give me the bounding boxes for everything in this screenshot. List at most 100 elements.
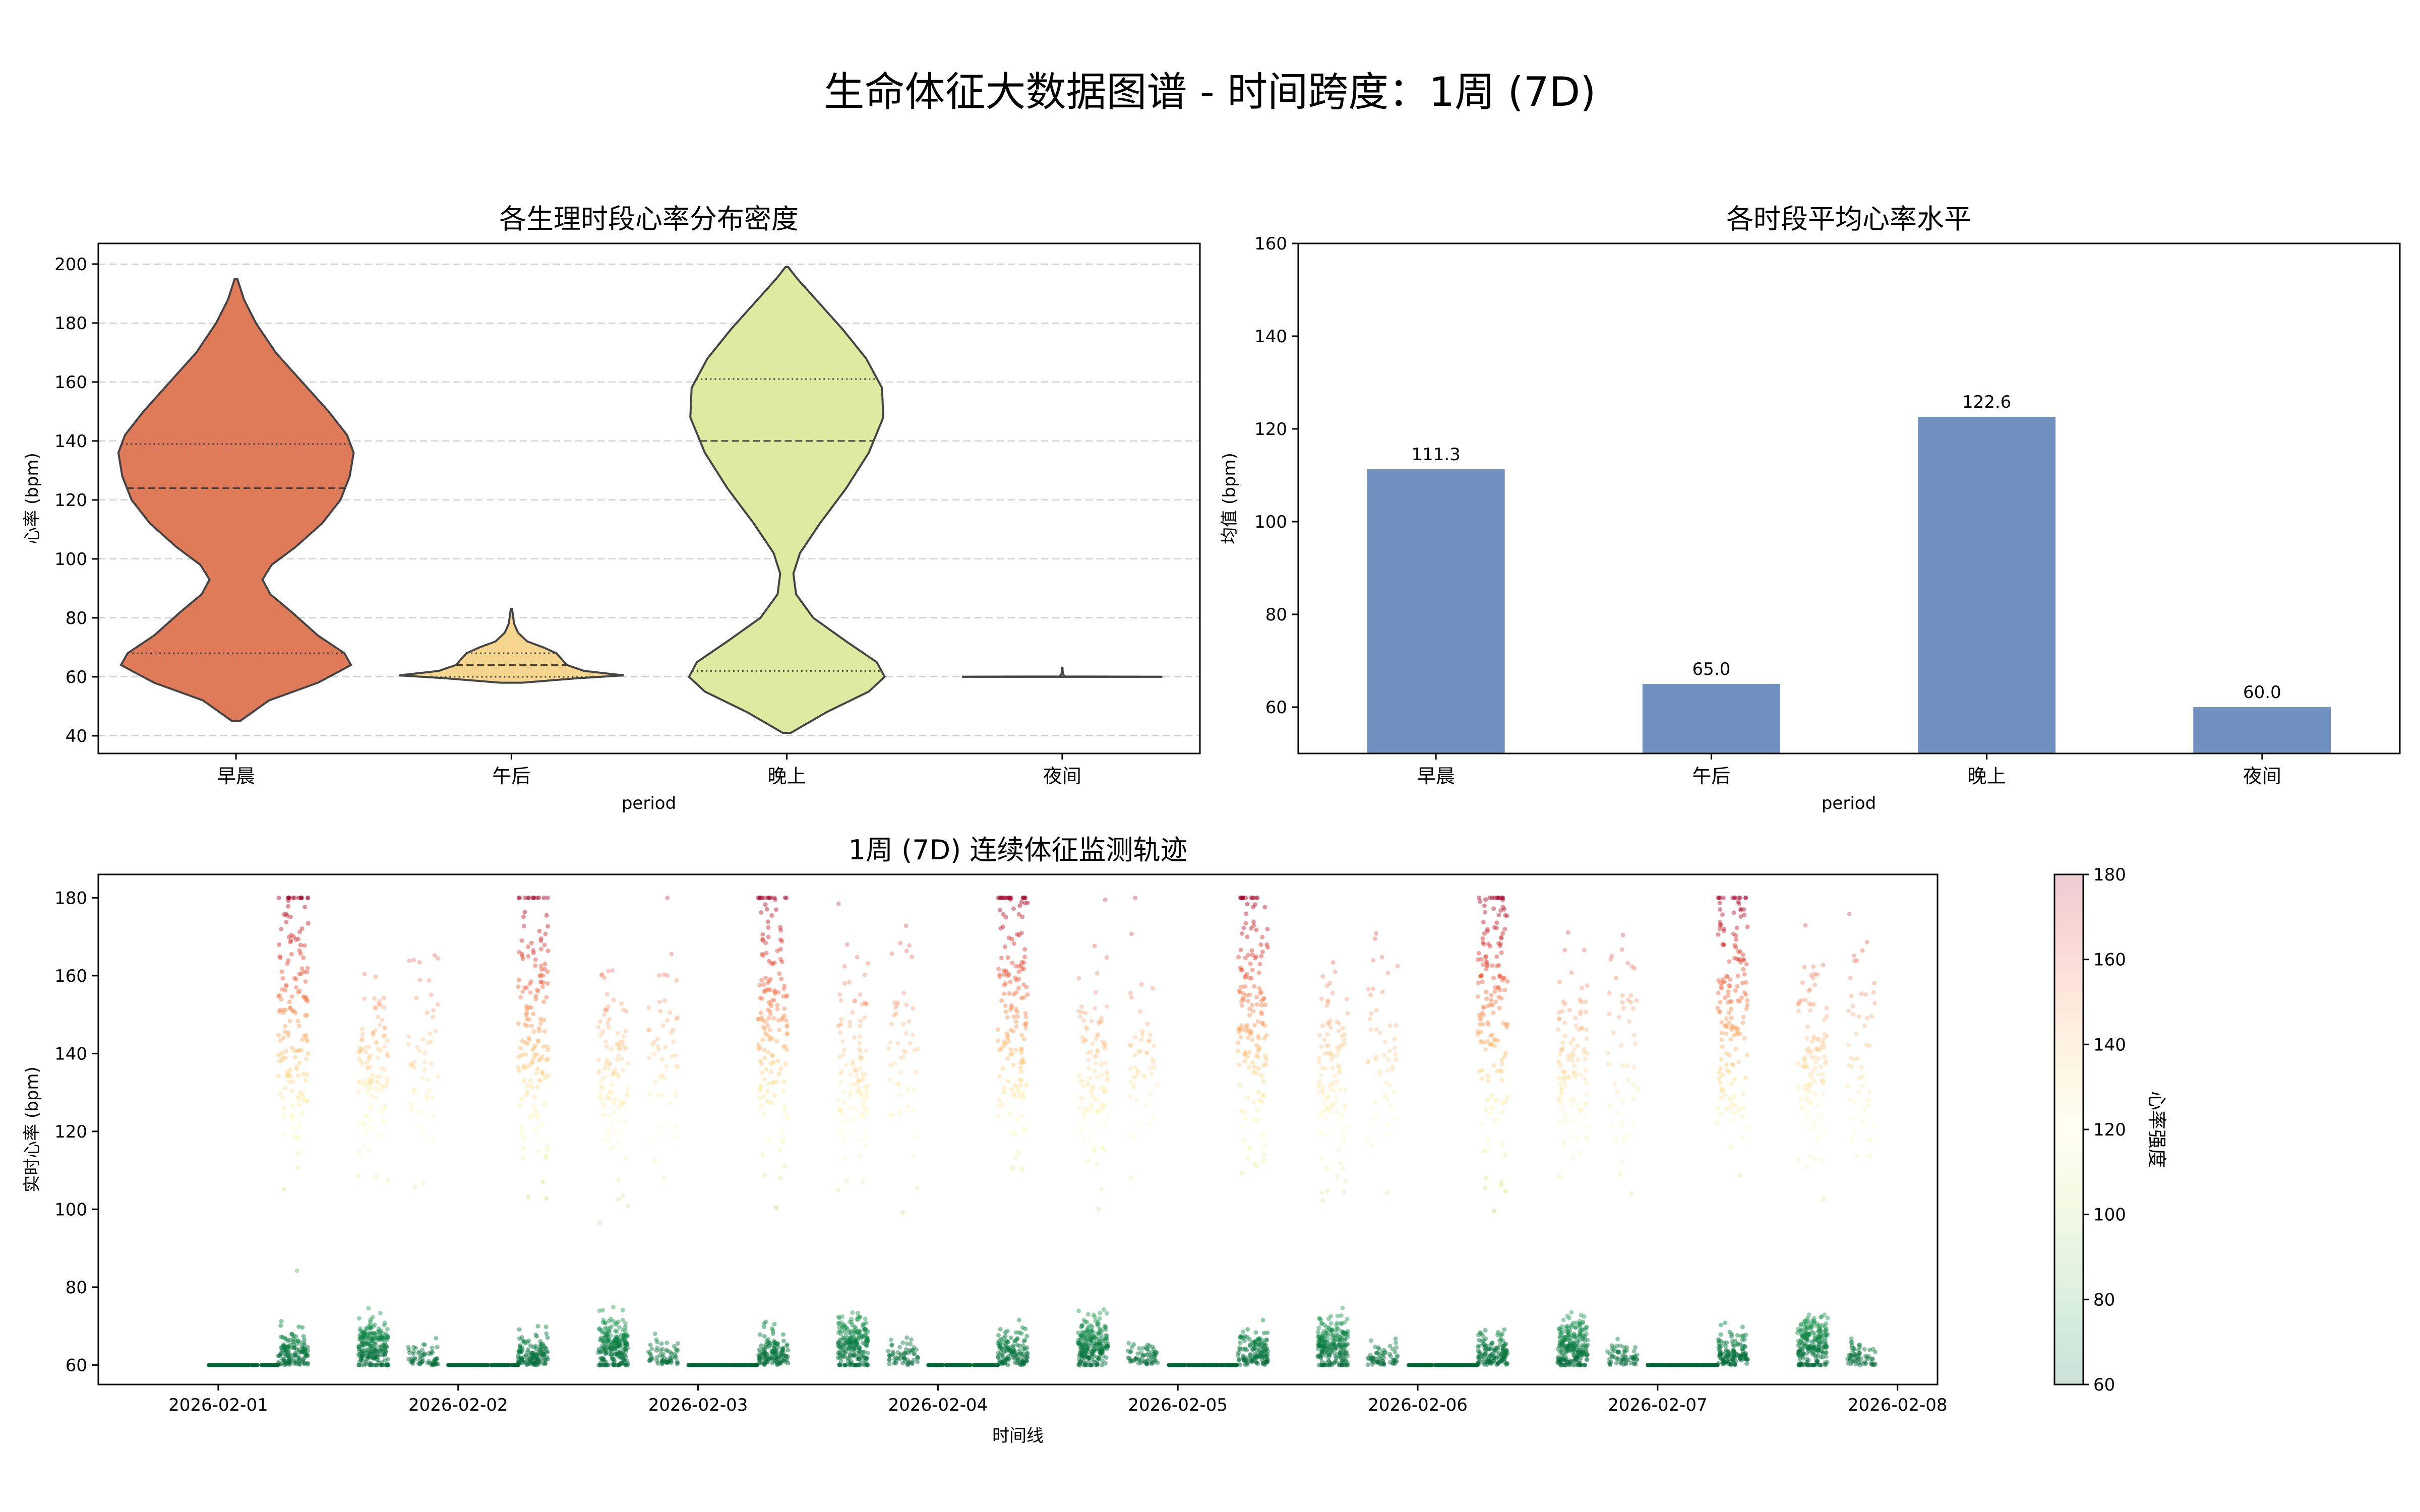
scatter-point <box>780 1332 785 1337</box>
scatter-point <box>1100 1145 1105 1150</box>
scatter-point <box>1003 1003 1008 1008</box>
scatter-point <box>1583 1101 1588 1106</box>
scatter-point <box>622 1119 627 1124</box>
scatter-point <box>659 1341 664 1346</box>
scatter-point <box>382 1103 387 1108</box>
scatter-point <box>1017 1343 1022 1348</box>
scatter-point <box>616 1342 621 1347</box>
scatter-point <box>1247 1344 1252 1348</box>
scatter-point <box>357 1348 362 1353</box>
scatter-point <box>1499 936 1504 941</box>
scatter-point <box>1000 1066 1005 1071</box>
scatter-point <box>532 1052 537 1057</box>
scatter-point <box>1076 1308 1081 1313</box>
scatter-point <box>298 895 303 900</box>
scatter-point <box>603 1360 609 1365</box>
scatter-point <box>379 1109 384 1114</box>
scatter-point <box>1263 1053 1268 1058</box>
scatter-point <box>357 1046 362 1051</box>
scatter-point <box>889 1022 894 1027</box>
scatter-point <box>903 923 909 928</box>
scatter-point <box>1018 1065 1023 1070</box>
scatter-point <box>419 1360 425 1365</box>
scatter-point <box>1335 1174 1340 1179</box>
scatter-point <box>1249 926 1254 931</box>
scatter-point <box>1493 1098 1498 1103</box>
scatter-point <box>1096 1207 1101 1212</box>
scatter-point <box>520 1127 525 1132</box>
scatter-point <box>420 1181 426 1186</box>
scatter-point <box>369 1344 374 1349</box>
scatter-point <box>376 1337 381 1342</box>
scatter-point <box>1491 1011 1496 1016</box>
scatter-point <box>1094 990 1099 995</box>
scatter-point <box>776 1071 781 1076</box>
scatter-point <box>847 1319 852 1325</box>
scatter-point <box>1556 1016 1561 1021</box>
scatter-point <box>1143 1074 1148 1079</box>
scatter-point <box>1244 1357 1249 1362</box>
scatter-point <box>1505 1095 1510 1100</box>
scatter-point <box>519 1350 524 1355</box>
scatter-point <box>526 954 531 959</box>
scatter-point <box>299 926 305 931</box>
scatter-point <box>1079 1129 1084 1134</box>
scatter-point <box>606 1004 611 1009</box>
scatter-point <box>541 980 546 985</box>
scatter-point <box>545 895 550 900</box>
scatter-point <box>865 1362 870 1367</box>
scatter-point <box>625 1093 630 1098</box>
scatter-point <box>1002 1086 1007 1091</box>
scatter-point <box>380 1343 385 1348</box>
scatter-point <box>1237 1062 1242 1067</box>
scatter-point <box>368 1064 373 1069</box>
scatter-point <box>625 1346 630 1350</box>
scatter-point <box>1002 991 1006 996</box>
scatter-point <box>784 1343 789 1348</box>
scatter-point <box>613 1351 618 1356</box>
bar-y-tick-label: 140 <box>1254 327 1287 347</box>
scatter-point <box>648 1356 653 1361</box>
scatter-point <box>1490 1105 1495 1110</box>
scatter-point <box>289 932 294 937</box>
scatter-point <box>1567 1329 1572 1334</box>
scatter-point <box>385 1362 390 1367</box>
scatter-point <box>1259 1010 1264 1015</box>
scatter-point <box>1095 1032 1100 1037</box>
scatter-point <box>1562 1034 1567 1039</box>
scatter-point <box>1254 954 1259 959</box>
scatter-point <box>1584 1091 1589 1096</box>
scatter-point <box>601 1317 606 1322</box>
scatter-point <box>1085 1158 1091 1163</box>
scatter-point <box>371 1030 376 1035</box>
scatter-point <box>615 1031 620 1036</box>
scatter-point <box>1485 1003 1490 1009</box>
scatter-point <box>292 1055 297 1060</box>
scatter-point <box>599 1078 604 1083</box>
scatter-point <box>1181 1363 1185 1367</box>
scatter-point <box>291 1009 296 1014</box>
scatter-point <box>618 1129 623 1134</box>
scatter-point <box>1091 1147 1096 1152</box>
scatter-point <box>609 1348 614 1353</box>
scatter-point <box>604 1044 609 1049</box>
scatter-point <box>1105 1112 1110 1117</box>
scatter-point <box>544 995 549 1000</box>
scatter-point <box>1480 1068 1485 1073</box>
scatter-point <box>1336 1343 1341 1348</box>
scatter-point <box>301 1334 306 1339</box>
scatter-point <box>430 1350 435 1355</box>
scatter-point <box>602 1007 608 1012</box>
scatter-point <box>865 1083 870 1088</box>
scatter-point <box>1085 1083 1090 1088</box>
scatter-point <box>302 995 307 1000</box>
scatter-point <box>1001 1043 1006 1048</box>
scatter-point <box>359 1047 364 1052</box>
scatter-point <box>1333 969 1338 974</box>
scatter-point <box>624 1009 629 1014</box>
scatter-point <box>747 1363 751 1367</box>
scatter-point <box>277 942 282 947</box>
scatter-point <box>1090 1325 1095 1329</box>
scatter-point <box>617 1355 622 1360</box>
scatter-point <box>538 936 543 941</box>
